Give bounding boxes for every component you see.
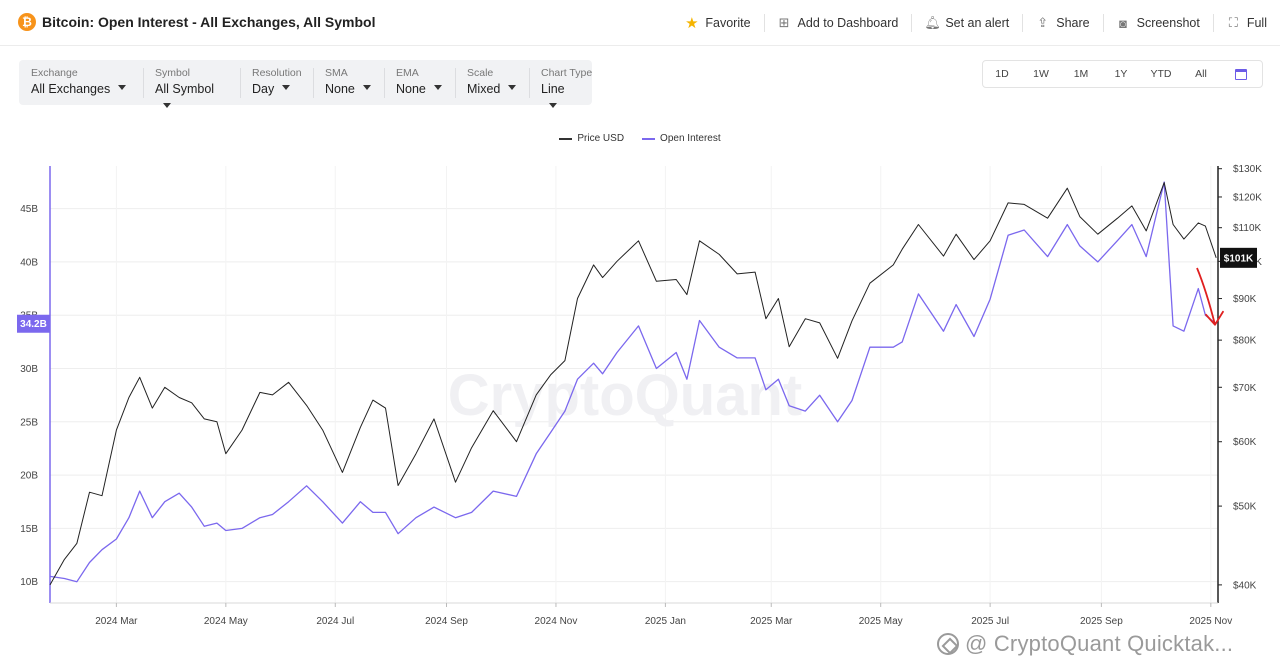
grid bbox=[50, 166, 1218, 603]
right-tick-label: $120K bbox=[1233, 192, 1262, 203]
chevron-down-icon bbox=[433, 85, 442, 91]
x-tick-label: 2024 Sep bbox=[425, 616, 468, 627]
time-range-selector: 1D 1W 1M 1Y YTD All bbox=[982, 60, 1263, 88]
range-1m[interactable]: 1M bbox=[1073, 68, 1089, 80]
chevron-down-icon bbox=[282, 85, 291, 91]
x-tick-label: 2025 Mar bbox=[750, 616, 793, 627]
legend-item-price[interactable]: Price USD bbox=[559, 133, 624, 144]
chevron-down-icon bbox=[163, 103, 171, 109]
camera-icon: ◙ bbox=[1119, 15, 1128, 31]
x-tick-label: 2024 May bbox=[204, 616, 248, 627]
right-tick-label: $70K bbox=[1233, 383, 1257, 394]
left-tick-label: 20B bbox=[20, 471, 38, 482]
chart-type-select[interactable]: Chart Type Line bbox=[529, 60, 592, 109]
chevron-down-icon bbox=[362, 85, 371, 91]
range-1d[interactable]: 1D bbox=[995, 68, 1009, 80]
current-value-labels: 34.2B $101K bbox=[17, 247, 1257, 333]
favorite-button[interactable]: ★ Favorite bbox=[685, 15, 751, 32]
x-tick-label: 2025 Jan bbox=[645, 616, 686, 627]
range-ytd[interactable]: YTD bbox=[1150, 68, 1172, 80]
x-tick-label: 2024 Jul bbox=[316, 616, 354, 627]
share-button[interactable]: ⇪ Share bbox=[1022, 0, 1102, 46]
left-tick-label: 45B bbox=[20, 204, 38, 215]
right-tick-label: $90K bbox=[1233, 294, 1257, 305]
calendar-icon[interactable] bbox=[1229, 65, 1251, 83]
annotation-arrow-shaft bbox=[1196, 267, 1216, 325]
range-1y[interactable]: 1Y bbox=[1114, 68, 1128, 80]
add-to-dashboard-button[interactable]: ⊞ Add to Dashboard bbox=[763, 0, 912, 46]
left-axis: 10B15B20B25B30B35B40B45B bbox=[20, 166, 51, 603]
current-price-badge bbox=[1220, 247, 1257, 268]
x-tick-label: 2025 Nov bbox=[1189, 616, 1232, 627]
bottom-watermark: @ CryptoQuant Quicktak... bbox=[937, 631, 1233, 657]
left-tick-label: 10B bbox=[20, 577, 38, 588]
set-alert-button[interactable]: 🔔︎ Set an alert bbox=[911, 0, 1022, 46]
header-actions: ★ Favorite ⊞ Add to Dashboard 🔔︎ Set an ale… bbox=[671, 0, 1280, 46]
scale-select[interactable]: Scale Mixed bbox=[455, 60, 529, 105]
right-tick-label: $60K bbox=[1233, 437, 1257, 448]
annotation-arrow bbox=[1196, 267, 1224, 326]
x-tick-label: 2024 Mar bbox=[95, 616, 138, 627]
x-tick-label: 2025 Jul bbox=[971, 616, 1009, 627]
x-tick-label: 2024 Nov bbox=[535, 616, 578, 627]
current-oi-label: 34.2B bbox=[20, 319, 47, 330]
current-oi-badge bbox=[17, 314, 50, 333]
left-tick-label: 25B bbox=[20, 417, 38, 428]
x-tick-label: 2025 May bbox=[859, 616, 903, 627]
chevron-down-icon bbox=[118, 85, 127, 91]
chevron-down-icon bbox=[549, 103, 557, 109]
exchange-select[interactable]: Exchange All Exchanges bbox=[19, 60, 143, 105]
sma-select[interactable]: SMA None bbox=[313, 60, 384, 105]
bitcoin-logo-icon: ₿ bbox=[18, 13, 36, 31]
x-axis: 2024 Mar 2024 May 2024 Jul 2024 Sep 2024 Nov… bbox=[50, 602, 1232, 627]
chart-controls: Exchange All Exchanges Symbol All Symbol R… bbox=[19, 60, 592, 109]
left-tick-label: 15B bbox=[20, 524, 38, 535]
right-tick-label: $110K bbox=[1233, 223, 1262, 234]
dashboard-add-icon: ⊞ bbox=[778, 15, 790, 30]
series-layer bbox=[49, 181, 1217, 586]
chevron-down-icon bbox=[508, 85, 517, 91]
legend-swatch-price bbox=[559, 137, 573, 140]
left-tick-label: 40B bbox=[20, 257, 38, 268]
range-1w[interactable]: 1W bbox=[1033, 68, 1049, 80]
bell-icon: 🔔︎ bbox=[924, 15, 941, 30]
watermark: CryptoQuant bbox=[448, 363, 802, 428]
legend-item-open-interest[interactable]: Open Interest bbox=[642, 133, 721, 144]
resolution-select[interactable]: Resolution Day bbox=[240, 60, 313, 105]
fullscreen-icon: ⛶ bbox=[1228, 15, 1238, 30]
annotation-arrow-head bbox=[1205, 310, 1224, 326]
right-tick-label: $80K bbox=[1233, 336, 1257, 347]
right-tick-label: $50K bbox=[1233, 502, 1257, 513]
right-tick-label: $130K bbox=[1233, 164, 1262, 175]
chart-legend: Price USD Open Interest bbox=[0, 133, 1280, 144]
symbol-select[interactable]: Symbol All Symbol bbox=[143, 60, 240, 109]
legend-swatch-open-interest bbox=[642, 137, 656, 140]
left-tick-label: 30B bbox=[20, 364, 38, 375]
share-icon: ⇪ bbox=[1037, 15, 1049, 30]
cryptoquant-logo-icon bbox=[937, 633, 959, 655]
right-axis: $40K$50K$60K$70K$80K$90K$100K$110K$120K$… bbox=[1217, 164, 1262, 603]
star-icon: ★ bbox=[685, 15, 699, 32]
fullscreen-button[interactable]: ⛶ Full bbox=[1212, 0, 1280, 46]
range-all[interactable]: All bbox=[1195, 68, 1207, 80]
ema-select[interactable]: EMA None bbox=[384, 60, 455, 105]
screenshot-button[interactable]: ◙ Screenshot bbox=[1102, 0, 1213, 46]
series-line-open-interest bbox=[49, 181, 1217, 583]
page-title: Bitcoin: Open Interest - All Exchanges, … bbox=[42, 14, 376, 30]
top-bar: ₿ Bitcoin: Open Interest - All Exchanges… bbox=[0, 0, 1280, 46]
series-line-price bbox=[49, 182, 1217, 586]
right-tick-label: $40K bbox=[1233, 580, 1257, 591]
current-price-label: $101K bbox=[1224, 253, 1254, 264]
x-tick-label: 2025 Sep bbox=[1080, 616, 1123, 627]
